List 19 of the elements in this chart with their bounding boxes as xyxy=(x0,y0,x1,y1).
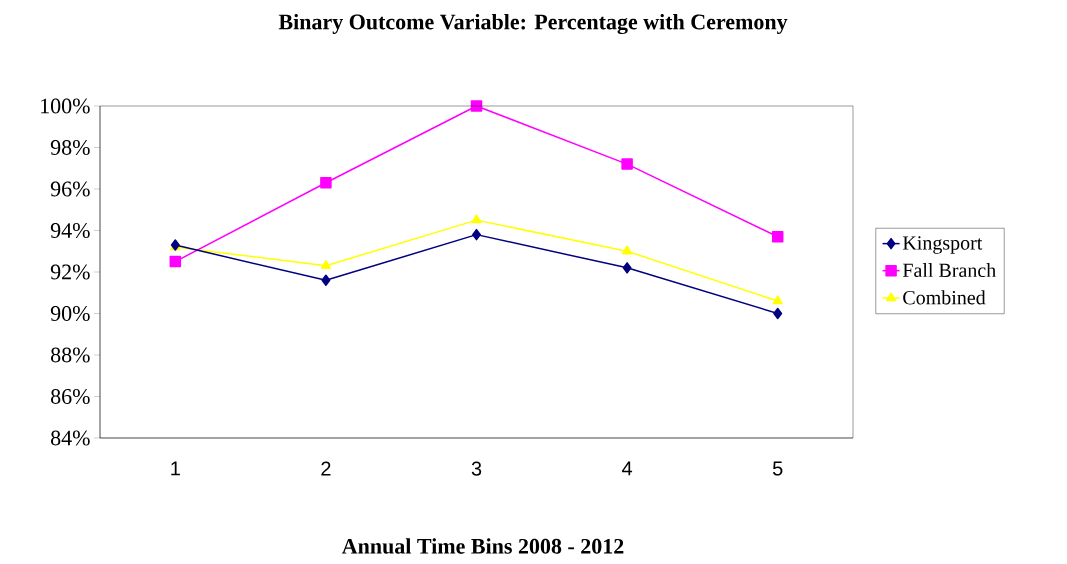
y-tick-label: 94% xyxy=(50,223,90,238)
y-tick-label: 100% xyxy=(41,98,90,114)
y-tick-label: 98% xyxy=(50,140,90,155)
chart-title: Binary Outcome Variable: Percentage with Ceremony xyxy=(278,13,788,35)
y-tick-label: 92% xyxy=(50,264,90,280)
x-tick-label: 2 xyxy=(321,461,331,476)
y-tick-label: 96% xyxy=(50,181,90,197)
legend-label: Kingsport xyxy=(902,236,983,254)
y-tick-label: 86% xyxy=(50,389,90,404)
y-tick-label: 90% xyxy=(50,306,90,321)
x-tick-label: 5 xyxy=(772,461,783,476)
legend-label: Fall Branch xyxy=(902,262,996,278)
x-tick-label: 4 xyxy=(622,461,633,476)
x-tick-label: 1 xyxy=(171,461,180,476)
y-tick-label: 88% xyxy=(50,347,90,363)
legend-label: Combined xyxy=(903,290,986,305)
x-tick-label: 3 xyxy=(471,461,482,476)
x-axis-title: Annual Time Bins 2008 - 2012 xyxy=(341,538,624,554)
y-tick-label: 84% xyxy=(50,430,90,446)
